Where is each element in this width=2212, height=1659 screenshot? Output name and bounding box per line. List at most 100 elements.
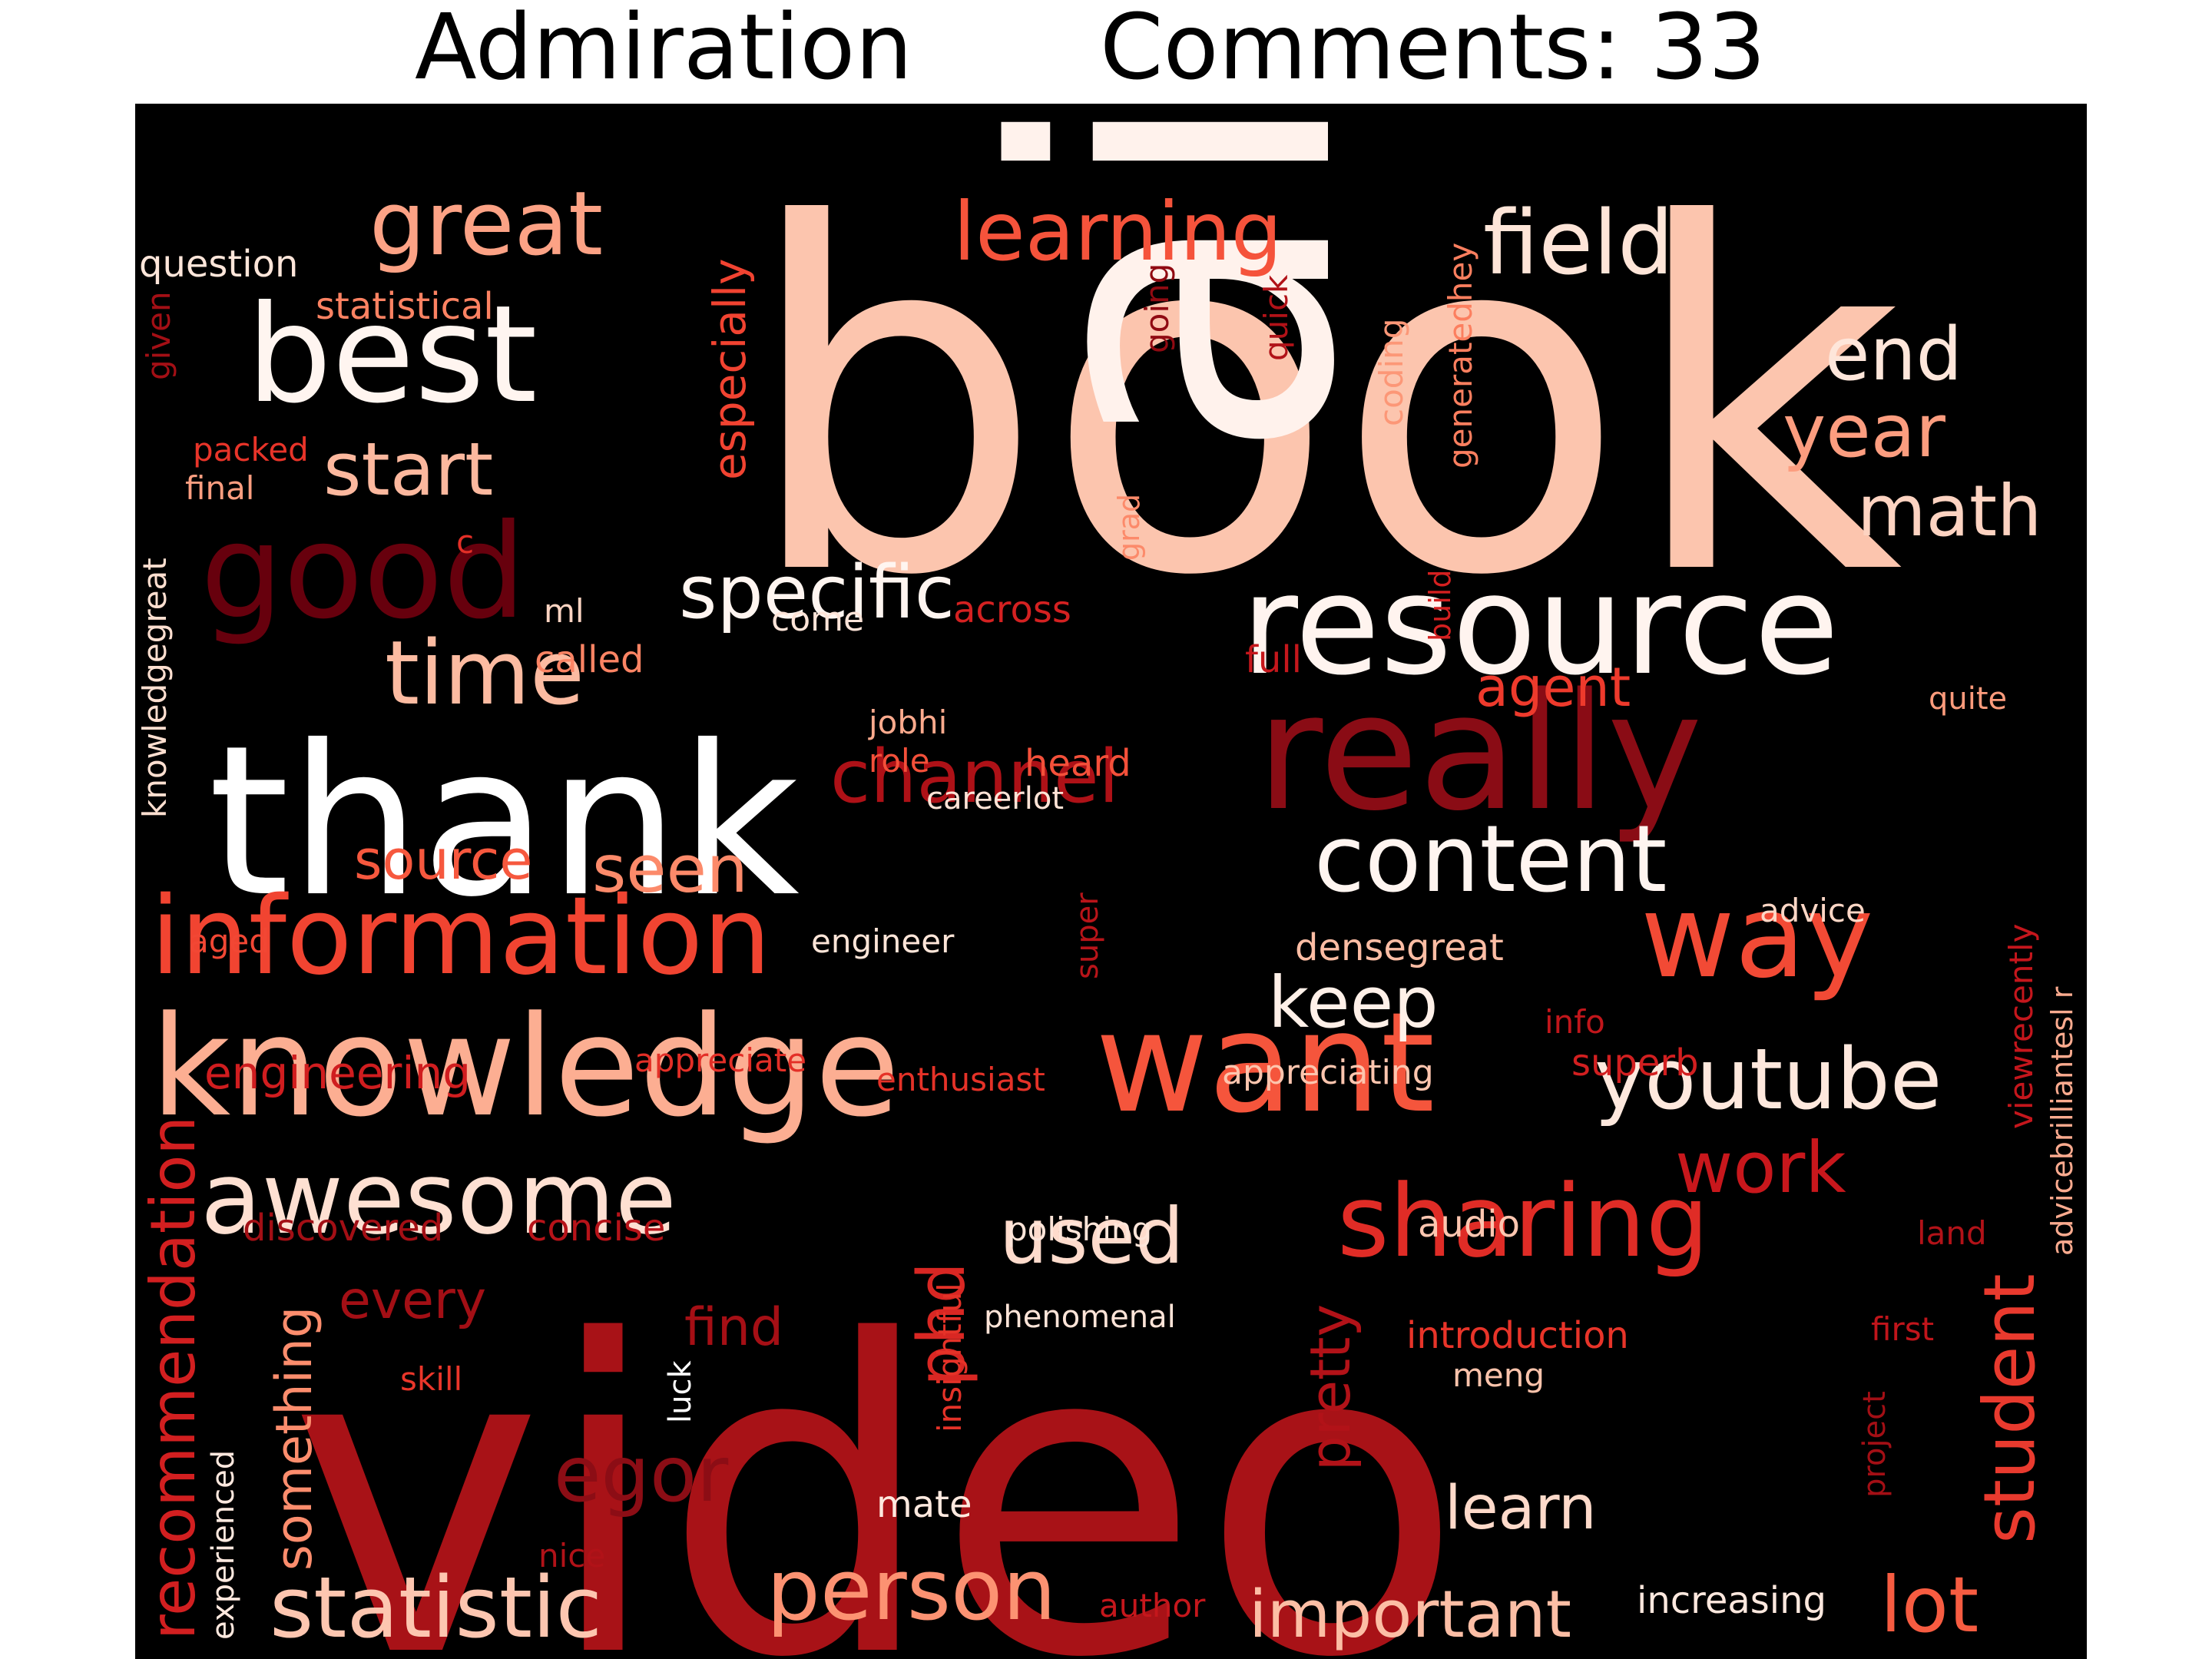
word-end: end — [1825, 313, 1962, 397]
word-information: information — [151, 874, 772, 999]
title-comment-count: Comments: 33 — [1100, 0, 1767, 100]
word-luck: luck — [663, 1360, 698, 1423]
word-full: full — [1245, 638, 1302, 681]
word-best: best — [247, 277, 538, 433]
word-awesome: awesome — [200, 1140, 677, 1257]
word-land: land — [1917, 1214, 1987, 1252]
word-c: c — [456, 523, 475, 561]
word-quick: quick — [1257, 274, 1295, 361]
word-engineer: engineer — [811, 922, 955, 960]
word-introduction: introduction — [1406, 1314, 1629, 1357]
word-ai: ai — [929, 104, 1430, 465]
word-packed: packed — [193, 431, 309, 469]
word-thank: thank — [208, 700, 800, 942]
word-appreciating: appreciating — [1222, 1053, 1434, 1092]
word-skill: skill — [400, 1360, 463, 1398]
word-appreciate: appreciate — [634, 1041, 807, 1079]
word-meng: meng — [1452, 1356, 1545, 1394]
word-year: year — [1783, 389, 1945, 474]
word-knowledgegreat: knowledgegreat — [136, 558, 174, 818]
word-enthusiast: enthusiast — [876, 1061, 1045, 1098]
word-heard: heard — [1025, 742, 1131, 785]
word-every: every — [339, 1270, 487, 1331]
word-way: way — [1641, 870, 1874, 1004]
word-something: something — [266, 1306, 323, 1571]
word-especially: especially — [704, 258, 756, 481]
word-mate: mate — [876, 1483, 972, 1526]
word-super: super — [1070, 892, 1105, 979]
word-viewrecently: viewrecently — [2002, 923, 2040, 1129]
word-generatedhey: generatedhey — [1442, 242, 1479, 469]
word-good: good — [200, 496, 526, 648]
word-specific: specific — [679, 551, 955, 635]
word-given: given — [140, 291, 177, 380]
word-egor: egor — [554, 1429, 729, 1519]
word-math: math — [1857, 470, 2042, 552]
word-statistical: statistical — [316, 285, 494, 328]
word-careerlot: careerlot — [926, 781, 1065, 816]
word-youtube: youtube — [1594, 1030, 1942, 1128]
word-final: final — [185, 469, 255, 507]
word-info: info — [1545, 1003, 1605, 1041]
word-phenomenal: phenomenal — [984, 1300, 1176, 1335]
word-concise: concise — [527, 1207, 666, 1250]
word-nice: nice — [538, 1537, 606, 1575]
word-aged: aged — [189, 922, 270, 960]
word-advicebrilliantesl-r: advicebrilliantesl r — [2045, 986, 2079, 1256]
word-pretty: pretty — [1298, 1303, 1363, 1471]
word-sharing: sharing — [1337, 1163, 1710, 1280]
word-experienced: experienced — [206, 1449, 241, 1640]
word-important: important — [1249, 1577, 1571, 1653]
word-person: person — [767, 1541, 1057, 1639]
word-knowledge: knowledge — [151, 987, 900, 1147]
word-audio: audio — [1418, 1203, 1521, 1246]
word-channel: channel — [830, 735, 1119, 820]
word-field: field — [1483, 192, 1674, 295]
word-agent: agent — [1475, 656, 1631, 719]
word-student: student — [1969, 1273, 2051, 1544]
word-video: video — [289, 1251, 1464, 1659]
word-really: really — [1257, 658, 1703, 846]
word-role: role — [869, 742, 930, 780]
word-used: used — [999, 1191, 1184, 1281]
word-jobhi: jobhi — [869, 704, 948, 741]
word-ml: ml — [544, 592, 584, 630]
word-keep: keep — [1268, 962, 1439, 1044]
word-build: build — [1423, 569, 1457, 641]
chart-title: Admiration Comments: 33 — [0, 0, 2212, 100]
word-polishing: polishing — [1007, 1210, 1153, 1248]
word-coding: coding — [1373, 318, 1410, 426]
word-author: author — [1099, 1587, 1206, 1624]
word-going: going — [1138, 263, 1176, 353]
word-find: find — [684, 1297, 784, 1358]
word-insightful: insightful — [931, 1283, 969, 1432]
word-start: start — [323, 428, 494, 512]
word-engineering: engineering — [204, 1047, 472, 1099]
word-recommendation: recommendation — [137, 1115, 209, 1640]
title-emotion: Admiration — [415, 0, 913, 100]
word-want: want — [1095, 983, 1435, 1144]
word-quite: quite — [1929, 681, 2008, 717]
word-great: great — [369, 173, 604, 276]
word-across: across — [953, 588, 1071, 631]
word-seen: seen — [592, 832, 748, 908]
word-content: content — [1314, 806, 1667, 913]
word-called: called — [535, 638, 644, 681]
word-grad: grad — [1112, 493, 1146, 561]
word-first: first — [1871, 1310, 1935, 1348]
word-advice: advice — [1760, 892, 1866, 929]
word-come: come — [771, 600, 865, 639]
word-source: source — [354, 829, 533, 892]
word-book: book — [742, 126, 1903, 680]
word-project: project — [1857, 1391, 1892, 1498]
word-work: work — [1675, 1127, 1846, 1209]
word-cloud: book video ai thank really resource knowledge w… — [135, 104, 2087, 1659]
word-time: time — [385, 622, 584, 725]
word-densegreat: densegreat — [1295, 926, 1504, 969]
word-resource: resource — [1241, 545, 1839, 706]
word-statistic: statistic — [270, 1558, 603, 1657]
word-learning: learning — [953, 185, 1283, 279]
word-discovered: discovered — [243, 1207, 444, 1250]
word-lot: lot — [1880, 1560, 1979, 1650]
word-question: question — [139, 243, 299, 286]
